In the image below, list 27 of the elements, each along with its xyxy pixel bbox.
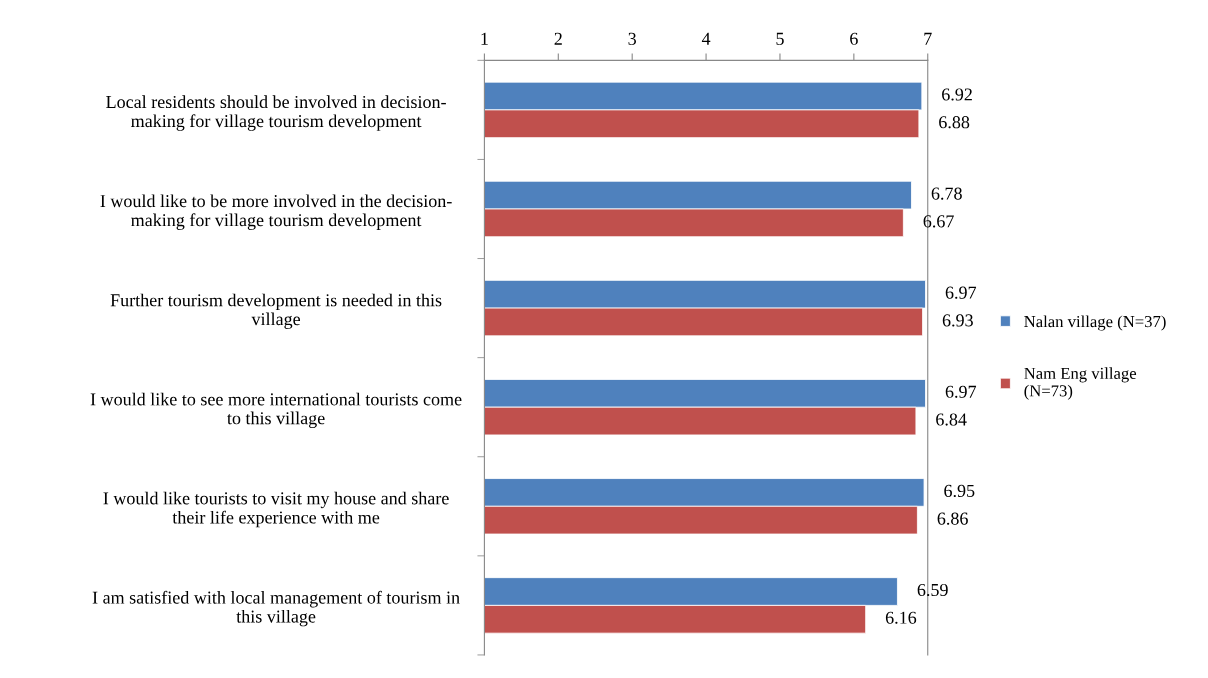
data-label: 6.92 — [942, 88, 972, 101]
data-label: 6.86 — [937, 512, 968, 525]
y-tick-label: I am satisfied with local management of tourism in this village — [92, 590, 460, 627]
x-tick-label: 7 — [924, 32, 932, 45]
x-tick-label: 4 — [701, 32, 711, 45]
y-tick-label: I would like to be more involved in the decision- making for village tourism development — [100, 194, 452, 230]
y-tick-label: Local residents should be involved in decision- making for village tourism development — [106, 95, 446, 131]
y-tick-label: I would like tourists to visit my house and share their life experience with me — [103, 491, 449, 528]
x-tick-label: 3 — [628, 32, 636, 45]
x-tick-label: 5 — [776, 32, 784, 45]
data-label: 6.95 — [944, 484, 975, 498]
data-label: 6.97 — [945, 286, 977, 299]
legend-label: Nalan village (N=37) — [1024, 315, 1166, 331]
data-label: 6.88 — [939, 116, 970, 129]
data-label: 6.67 — [923, 215, 954, 228]
legend-label: Nam Eng village (N=73) — [1024, 367, 1137, 400]
x-tick-label: 6 — [850, 32, 858, 45]
data-label: 6.84 — [936, 413, 967, 426]
y-tick-label: I would like to see more international tourists come to this village — [90, 392, 462, 429]
data-label: 6.16 — [885, 611, 917, 624]
y-tick-label: Further tourism development is needed in this village — [110, 293, 442, 329]
x-tick-label: 2 — [554, 32, 562, 45]
data-label: 6.78 — [931, 187, 962, 200]
data-label: 6.97 — [945, 385, 977, 398]
x-tick-label: 1 — [481, 32, 488, 45]
data-label: 6.59 — [917, 583, 948, 597]
data-label: 6.93 — [942, 314, 973, 327]
